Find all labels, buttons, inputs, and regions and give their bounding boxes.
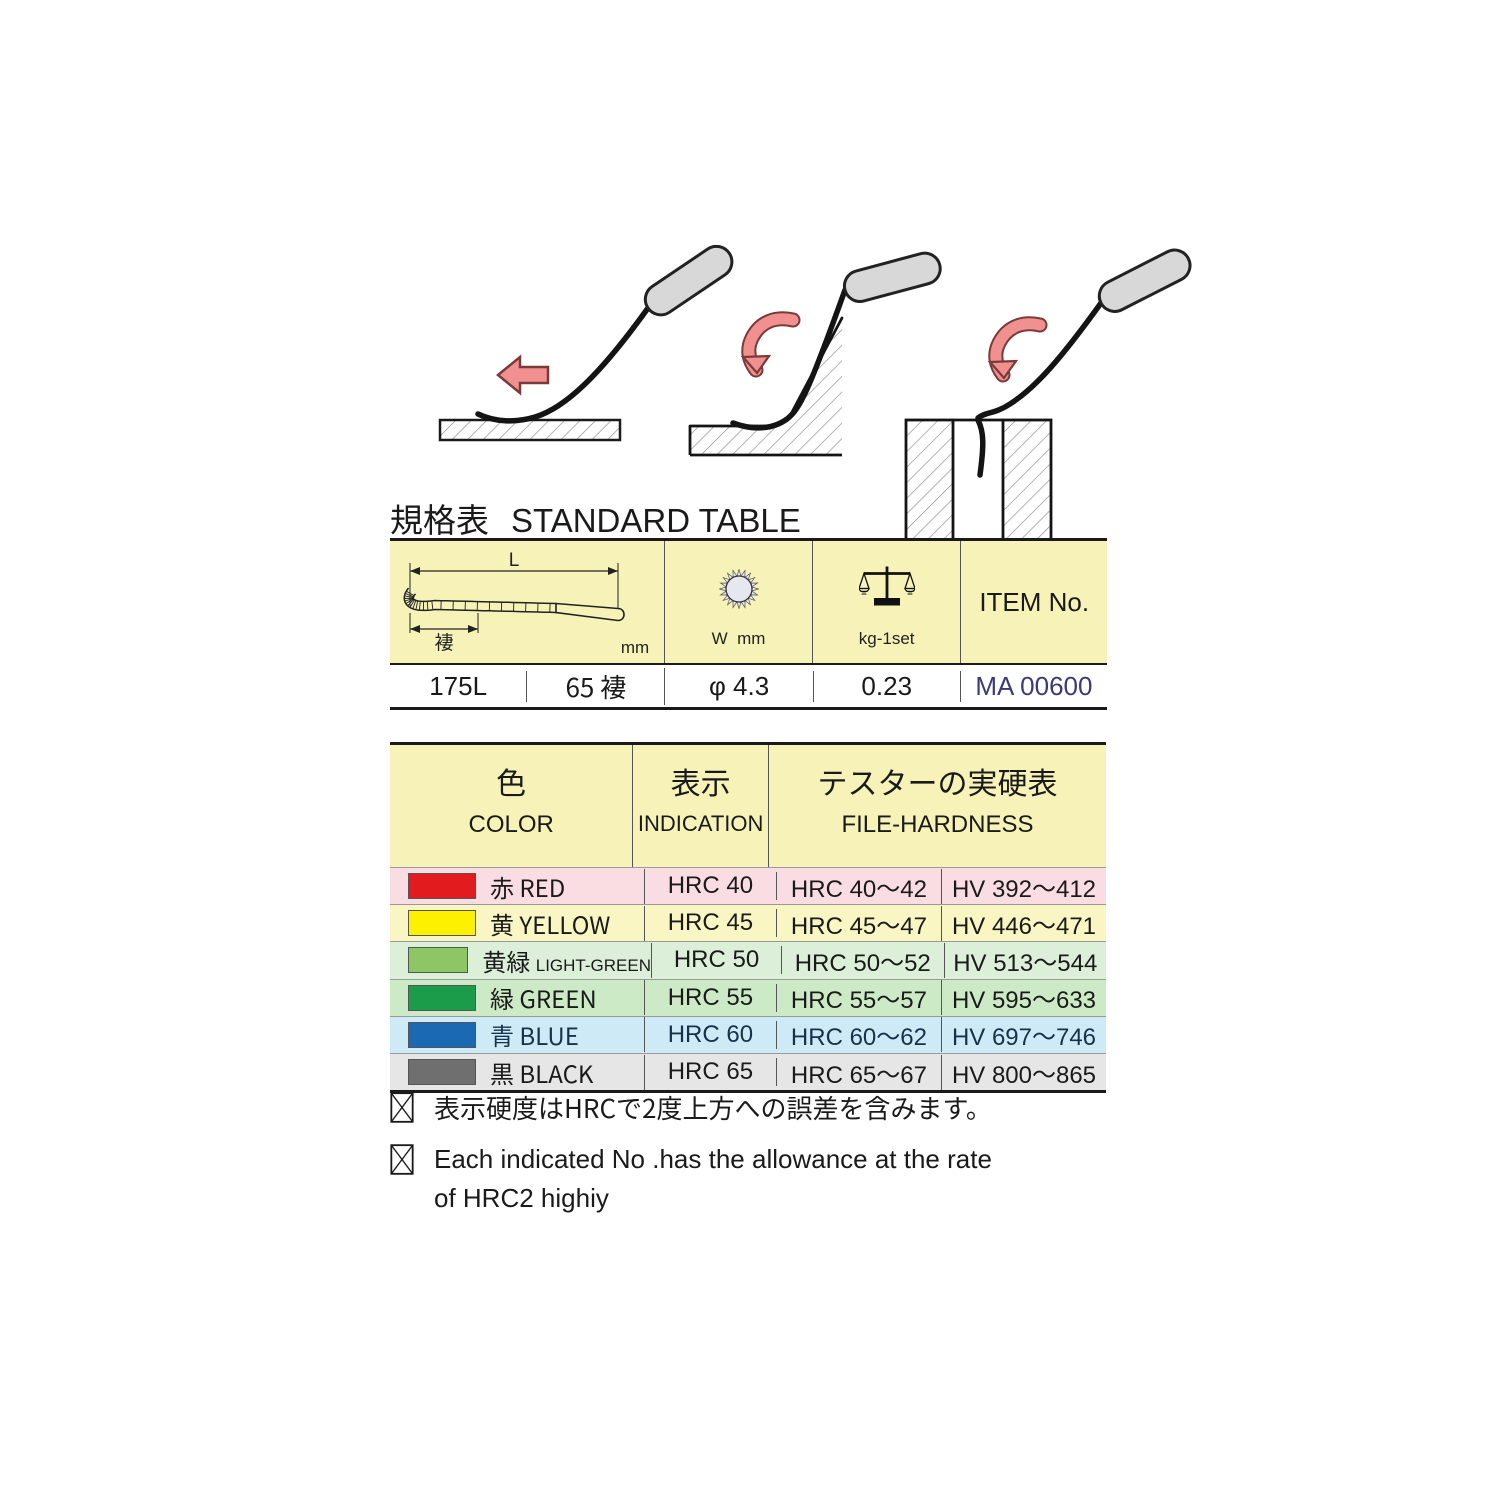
svg-text:L: L	[509, 550, 520, 571]
svg-text:mm: mm	[621, 638, 649, 657]
svg-text:褄: 褄	[434, 628, 453, 655]
